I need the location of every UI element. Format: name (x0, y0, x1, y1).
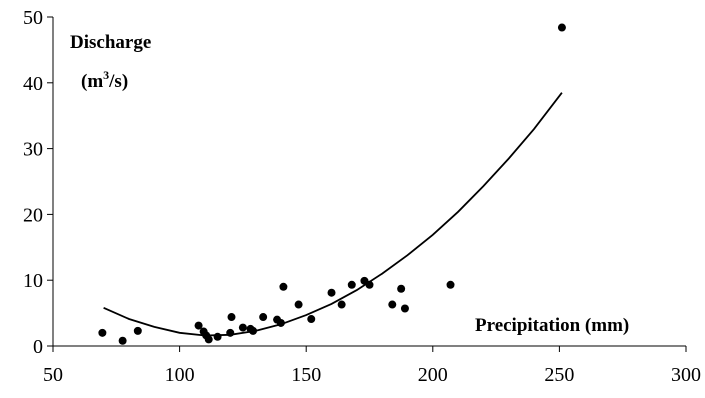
data-point (397, 284, 406, 293)
y-tick-label: 0 (33, 336, 43, 358)
x-tick-label: 50 (43, 364, 63, 386)
y-axis-title-line2: (m3/s) (81, 68, 128, 92)
x-tick-label: 300 (671, 364, 701, 386)
y-tick-label: 50 (23, 7, 43, 29)
data-point (557, 23, 566, 32)
data-point (259, 313, 268, 322)
data-point (337, 300, 346, 309)
data-point (446, 280, 455, 289)
y-tick-label: 30 (23, 139, 43, 161)
data-point (204, 335, 213, 344)
data-point (238, 323, 247, 332)
data-point (213, 332, 222, 341)
x-tick-label: 200 (418, 364, 448, 386)
y-axis-title: Discharge (m3/s) (70, 32, 151, 92)
x-tick-label: 150 (291, 364, 321, 386)
plot-area (98, 23, 566, 345)
y-axis-title-line1: Discharge (70, 32, 151, 53)
x-tick-label: 100 (165, 364, 195, 386)
data-point (400, 304, 409, 313)
data-point (294, 300, 303, 309)
data-point (327, 288, 336, 297)
data-point (98, 328, 107, 337)
data-point (133, 326, 142, 335)
data-point (227, 313, 236, 322)
y-tick-label: 40 (23, 73, 43, 95)
trend-line (103, 92, 563, 337)
x-tick-label: 250 (544, 364, 574, 386)
data-point (118, 336, 127, 345)
data-point (347, 280, 356, 289)
y-tick-label: 20 (23, 204, 43, 226)
data-point (388, 300, 397, 309)
axes: 0 10 20 30 40 50 50 100 150 200 250 300 (23, 7, 701, 386)
data-point (194, 321, 203, 330)
data-point (279, 282, 288, 291)
y-tick-label: 10 (23, 270, 43, 292)
data-point (307, 315, 316, 324)
x-axis-title: Precipitation (mm) (475, 315, 629, 336)
